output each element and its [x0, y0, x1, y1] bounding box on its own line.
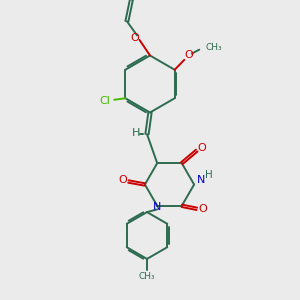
Text: O: O	[198, 204, 207, 214]
Text: H: H	[131, 128, 140, 138]
Text: N: N	[152, 202, 161, 212]
Text: CH₃: CH₃	[139, 272, 155, 281]
Text: O: O	[198, 142, 207, 153]
Text: O: O	[118, 175, 127, 185]
Text: O: O	[130, 33, 139, 43]
Text: Cl: Cl	[100, 96, 111, 106]
Text: H: H	[205, 170, 212, 181]
Text: CH₃: CH₃	[206, 43, 223, 52]
Text: O: O	[184, 50, 193, 60]
Text: N: N	[196, 175, 205, 185]
